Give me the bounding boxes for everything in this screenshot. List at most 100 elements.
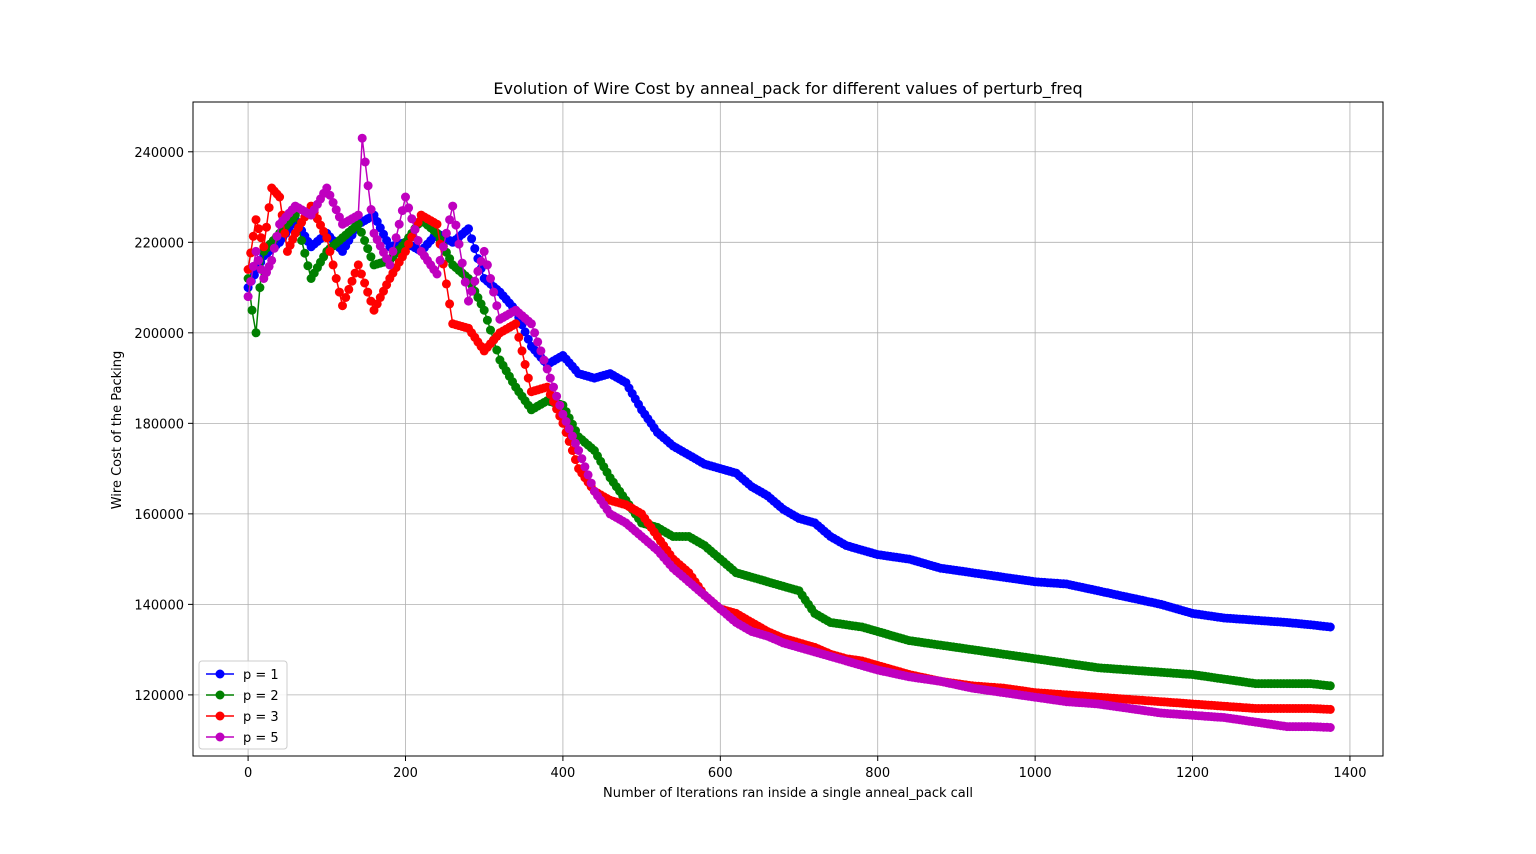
series-layer [243,133,1335,732]
data-point [272,231,282,241]
legend-item: p = 5 [206,731,279,746]
data-point [404,203,414,213]
data-point [435,255,445,265]
data-point [413,236,423,245]
legend-label: p = 2 [243,689,279,704]
data-point [445,299,455,309]
data-point [1325,704,1335,714]
data-point [331,274,341,283]
y-axis-label: Wire Cost of the Packing [110,351,125,510]
legend-box [198,660,288,750]
series-4 [243,133,1335,732]
series-3 [243,183,1335,714]
data-point [357,133,367,143]
data-point [344,284,354,294]
data-point [356,227,366,237]
data-point [467,286,477,296]
data-point [331,205,341,215]
legend: p = 1 p = 2 p = 3 p = 5 [198,660,288,750]
data-point [454,239,464,249]
data-point [248,231,258,241]
data-point [366,252,376,262]
data-point [492,301,502,311]
data-point [275,192,285,202]
legend-item: p = 2 [206,689,279,704]
data-point [303,261,313,271]
data-point [438,242,448,252]
data-point [533,337,543,347]
series-line [247,186,1331,711]
data-point [341,293,351,302]
legend-label: p = 1 [243,668,279,683]
data-point [356,269,366,279]
y-axis-ticks: 120000 140000 160000 180000 200000 220000 2400… [134,146,193,704]
data-point [360,278,370,288]
data-point [297,236,307,245]
data-point [489,287,499,297]
data-point [558,409,568,419]
data-point [567,446,577,455]
data-point [363,181,373,191]
data-point [539,355,549,365]
data-point [520,360,530,369]
data-point [267,255,277,265]
data-point [251,328,261,338]
data-point [564,424,574,434]
data-point [401,192,410,202]
data-point [325,190,335,200]
series-line [247,213,1331,687]
data-point [432,219,442,229]
data-point [470,244,480,254]
data-point [473,266,483,276]
data-point [251,215,261,225]
data-point [432,269,442,279]
data-point [264,203,274,213]
data-point [583,470,593,480]
data-point [353,260,363,270]
data-point [470,276,480,286]
x-tick-label: 1000 [1019,766,1052,781]
legend-marker [215,690,225,700]
data-point [353,219,363,229]
grid-lines [193,102,1383,756]
data-point [520,327,530,337]
data-point [492,345,502,355]
data-point [445,215,455,225]
data-point [523,373,533,383]
y-tick-label: 220000 [134,236,184,251]
data-point [542,382,552,392]
data-point [1325,723,1335,732]
data-point [269,243,279,253]
y-tick-label: 200000 [134,327,184,342]
x-tick-label: 600 [708,766,733,781]
data-point [254,224,264,234]
data-point [441,228,451,238]
data-point [486,274,495,283]
series-1 [243,210,1335,632]
data-point [549,382,558,392]
x-tick-label: 800 [865,766,890,781]
data-point [363,287,373,297]
data-point [555,400,565,410]
x-tick-label: 200 [393,766,418,781]
data-point [363,244,373,254]
data-point [394,219,404,229]
data-point [388,246,398,256]
data-point [457,258,467,268]
data-point [511,319,521,329]
data-point [280,228,290,238]
data-point [448,201,458,211]
data-point [385,260,395,270]
plot-frame [192,101,1384,757]
data-point [248,261,258,271]
data-point [243,292,253,302]
legend-marker [215,732,225,742]
data-point [517,346,527,356]
data-point [586,478,596,488]
data-point [542,364,552,374]
data-point [325,246,335,256]
data-point [407,214,417,224]
x-axis-ticks: 0 200 400 600 800 1000 1200 1400 [244,756,1366,781]
data-point [391,233,401,243]
y-tick-label: 140000 [134,598,184,613]
